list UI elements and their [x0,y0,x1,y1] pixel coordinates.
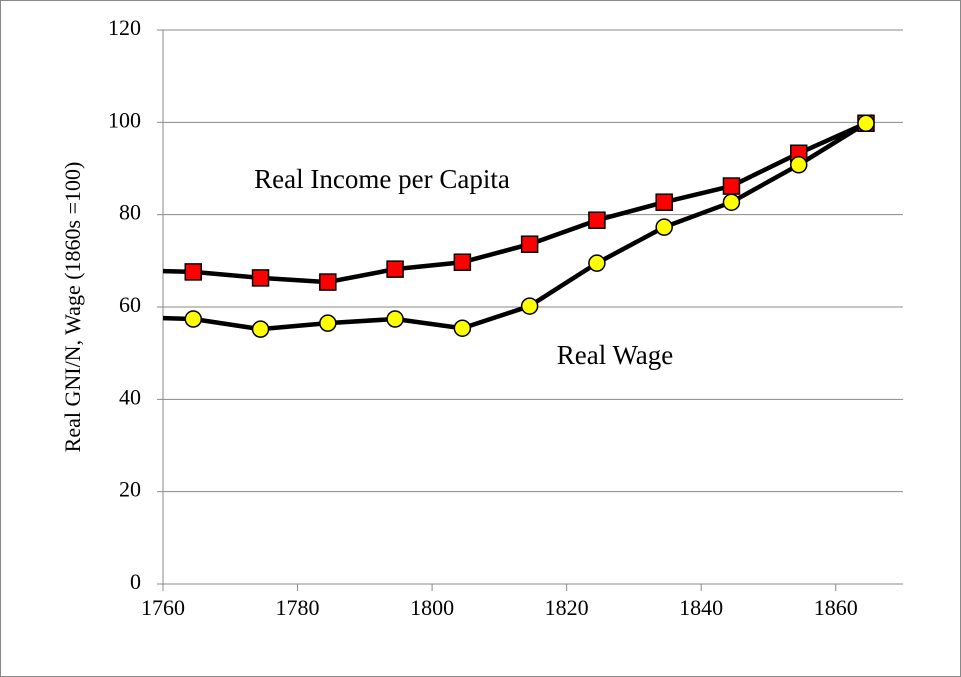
marker [722,177,741,195]
x-tick-label: 1820 [545,595,589,620]
y-tick-label: 120 [108,15,141,40]
x-tick-label: 1780 [276,595,320,620]
marker [184,310,203,328]
annotation: Real Income per Capita [254,164,510,194]
marker [251,320,270,338]
y-tick-label: 80 [119,200,141,225]
marker [184,263,203,281]
x-tick-label: 1800 [410,595,454,620]
x-tick-label: 1840 [679,595,723,620]
marker [655,218,673,236]
y-axis-label: Real GNI/N, Wage (1860s =100) [60,162,85,453]
y-tick-label: 20 [119,477,141,502]
marker [386,260,404,278]
marker [319,314,337,332]
marker [789,156,808,174]
marker [386,310,404,328]
marker [588,211,606,229]
marker [722,193,741,211]
plot-area [163,114,875,338]
x-tick-label: 1760 [141,595,185,620]
y-tick-label: 60 [119,292,141,317]
marker [857,114,875,133]
marker [453,319,472,337]
marker [453,253,472,271]
marker [520,235,539,253]
marker [588,254,606,272]
marker [655,193,673,211]
y-tick-label: 100 [108,107,141,132]
series-line [163,121,868,332]
marker [520,297,539,315]
y-tick-label: 40 [119,384,141,409]
x-tick-label: 1860 [814,595,858,620]
marker [319,273,337,291]
annotation: Real Wage [557,340,674,370]
series-line [163,121,867,285]
marker [251,269,270,287]
y-tick-label: 0 [130,569,141,594]
